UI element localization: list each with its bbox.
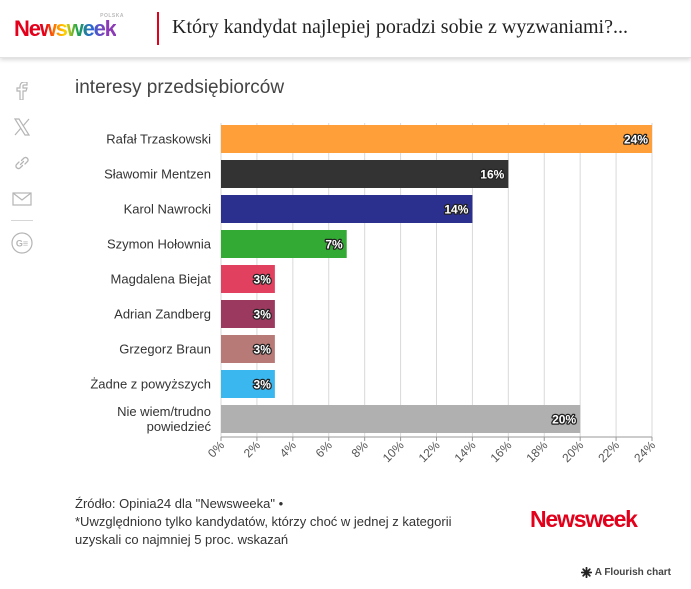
x-tick-label: 18% bbox=[523, 438, 550, 465]
bars bbox=[221, 125, 652, 433]
google-news-icon[interactable]: G≡ bbox=[11, 232, 33, 254]
category-label: Żadne z powyższych bbox=[90, 377, 211, 392]
value-label: 24% bbox=[624, 133, 648, 147]
value-label: 16% bbox=[480, 168, 504, 182]
logo-wordmark: Newsweek bbox=[14, 16, 117, 41]
bar[interactable] bbox=[221, 265, 275, 293]
source-line-1: Źródło: Opinia24 dla "Newsweeka" • bbox=[75, 496, 284, 511]
chart-subtitle: interesy przedsiębiorców bbox=[75, 77, 285, 98]
category-label: powiedzieć bbox=[147, 419, 212, 434]
newsweek-logo[interactable]: POLSKA Newsweek bbox=[14, 13, 126, 43]
x-axis-ticks: 0% 2% 4% 6% 8% 10% 12% 14% 16% 18% 20% 22% 24% bbox=[205, 436, 658, 465]
value-label: 3% bbox=[254, 378, 272, 392]
share-separator bbox=[11, 220, 33, 221]
value-label: 14% bbox=[444, 203, 468, 217]
x-tick-label: 2% bbox=[241, 438, 263, 460]
category-label: Nie wiem/trudno bbox=[117, 404, 211, 419]
x-tick-label: 8% bbox=[349, 438, 371, 460]
category-label: Magdalena Biejat bbox=[111, 272, 212, 287]
value-label: 3% bbox=[254, 273, 272, 287]
category-label: Sławomir Mentzen bbox=[104, 167, 211, 182]
bar[interactable] bbox=[221, 300, 275, 328]
top-bar: POLSKA Newsweek Który kandydat najlepiej… bbox=[0, 0, 691, 58]
value-label: 20% bbox=[552, 413, 576, 427]
source-line-3: uzyskali co najmniej 5 proc. wskazań bbox=[75, 532, 289, 547]
category-label: Adrian Zandberg bbox=[114, 307, 211, 322]
category-label: Grzegorz Braun bbox=[119, 342, 211, 357]
value-label: 3% bbox=[254, 308, 272, 322]
x-tick-label: 16% bbox=[488, 438, 515, 465]
facebook-icon[interactable] bbox=[11, 80, 33, 102]
flourish-icon bbox=[580, 567, 592, 578]
source-line-2: *Uwzględniono tylko kandydatów, którzy c… bbox=[75, 514, 452, 529]
value-labels: 24% 16% 14% 7% 3% 3% 3% 3% 20% bbox=[252, 131, 649, 428]
x-tick-label: 14% bbox=[452, 438, 479, 465]
link-icon[interactable] bbox=[11, 152, 33, 174]
bar[interactable] bbox=[221, 335, 275, 363]
x-twitter-icon[interactable] bbox=[11, 116, 33, 138]
bar[interactable] bbox=[221, 370, 275, 398]
source-note: Źródło: Opinia24 dla "Newsweeka" • *Uwzg… bbox=[75, 495, 525, 549]
value-label: 7% bbox=[325, 238, 343, 252]
x-tick-label: 20% bbox=[559, 438, 586, 465]
category-label: Szymon Hołownia bbox=[107, 237, 212, 252]
category-label: Rafał Trzaskowski bbox=[106, 132, 211, 147]
article-title[interactable]: Który kandydat najlepiej poradzi sobie z… bbox=[172, 16, 628, 38]
x-tick-label: 4% bbox=[277, 438, 299, 460]
x-tick-label: 10% bbox=[380, 438, 407, 465]
x-tick-label: 12% bbox=[416, 438, 443, 465]
bar[interactable] bbox=[221, 160, 509, 188]
x-tick-label: 0% bbox=[205, 438, 227, 460]
x-tick-label: 24% bbox=[631, 438, 658, 465]
x-tick-label: 6% bbox=[313, 438, 335, 460]
mail-icon[interactable] bbox=[11, 188, 33, 210]
category-label: Karol Nawrocki bbox=[124, 202, 212, 217]
bar[interactable] bbox=[221, 125, 652, 153]
value-label: 3% bbox=[254, 343, 272, 357]
flourish-credit[interactable]: A Flourish chart bbox=[580, 567, 671, 578]
bar[interactable] bbox=[221, 195, 473, 223]
newsweek-footer-logo[interactable]: Newsweek bbox=[530, 506, 638, 532]
category-labels: Rafał Trzaskowski Sławomir Mentzen Karol N… bbox=[90, 132, 211, 435]
svg-text:G≡: G≡ bbox=[16, 239, 28, 249]
header-divider bbox=[157, 12, 159, 45]
logo-tagline: POLSKA bbox=[100, 13, 124, 19]
x-tick-label: 22% bbox=[595, 438, 622, 465]
bar[interactable] bbox=[221, 230, 347, 258]
flourish-label: A Flourish chart bbox=[594, 567, 671, 578]
bar[interactable] bbox=[221, 405, 581, 433]
